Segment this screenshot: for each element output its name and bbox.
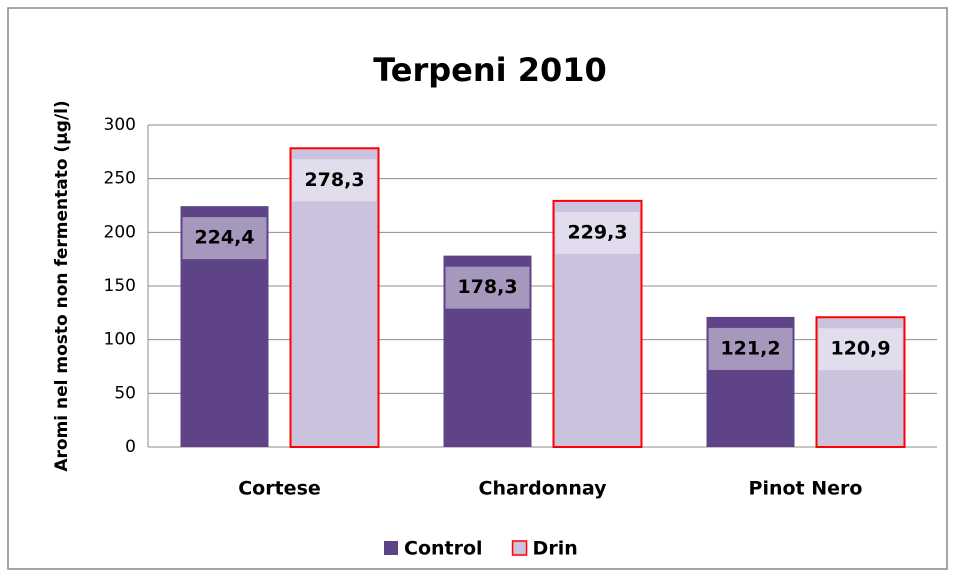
bar — [552, 199, 643, 448]
value-label-box — [555, 211, 640, 254]
legend-label: Control — [404, 538, 483, 560]
value-label: 278,3 — [304, 169, 364, 191]
value-label-box — [818, 328, 903, 371]
x-tick-label: Cortese — [238, 478, 321, 500]
value-label-box — [292, 159, 377, 202]
value-label-box — [182, 217, 267, 260]
y-tick-label: 150 — [104, 276, 136, 296]
value-label-box — [445, 266, 530, 309]
y-tick-label: 250 — [104, 169, 136, 189]
y-tick-label: 100 — [104, 330, 136, 350]
legend-label: Drin — [533, 538, 578, 560]
y-axis-label: Aromi nel mosto non fermentato (µg/l) — [52, 100, 72, 471]
bar — [180, 206, 269, 447]
legend-swatch — [384, 541, 398, 555]
y-tick-label: 50 — [114, 383, 136, 403]
legend-swatch — [511, 540, 528, 556]
bar — [815, 316, 906, 449]
x-tick-label: Chardonnay — [479, 478, 608, 500]
value-label: 178,3 — [457, 276, 517, 298]
y-tick-label: 0 — [125, 437, 136, 457]
bar — [706, 316, 795, 447]
bar — [289, 147, 380, 449]
value-label-box — [708, 327, 793, 370]
value-label: 120,9 — [830, 338, 890, 360]
value-label: 224,4 — [194, 227, 254, 249]
value-label: 121,2 — [720, 337, 780, 359]
chart-title: Terpeni 2010 — [373, 51, 607, 89]
value-label: 229,3 — [567, 221, 627, 243]
x-tick-label: Pinot Nero — [749, 478, 863, 500]
bar — [443, 255, 532, 447]
y-tick-label: 200 — [104, 222, 136, 242]
y-tick-label: 300 — [104, 115, 136, 135]
